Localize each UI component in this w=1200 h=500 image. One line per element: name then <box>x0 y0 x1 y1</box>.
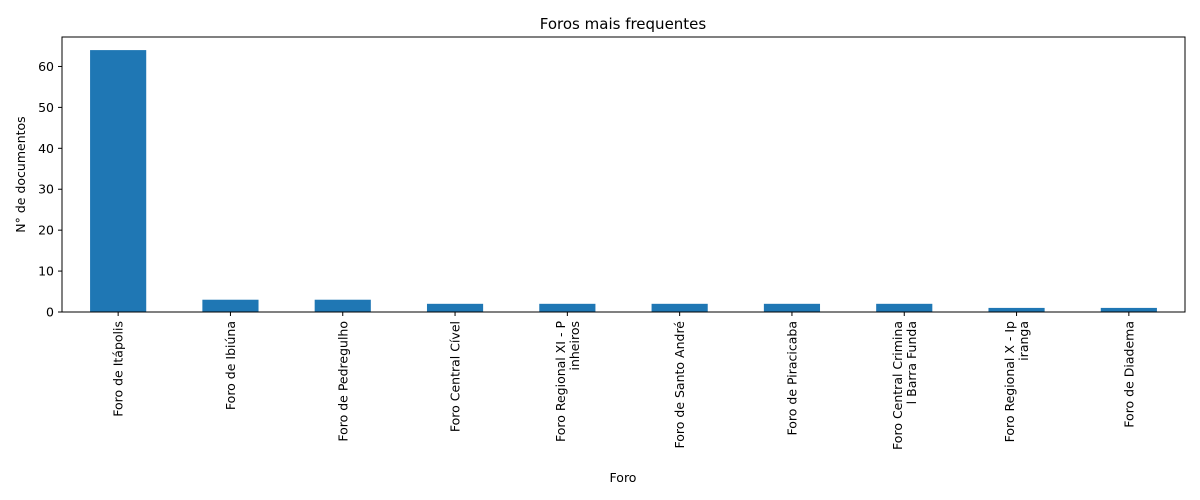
bar <box>202 299 259 312</box>
x-tick-label-group: Foro Central Cível <box>448 321 463 432</box>
chart-title: Foros mais frequentes <box>540 15 707 33</box>
bar <box>876 303 933 312</box>
x-tick-label: l Barra Funda <box>904 321 919 404</box>
x-tick-label: Foro Regional XI - P <box>553 321 568 442</box>
x-tick-label: Foro de Piracicaba <box>784 321 799 435</box>
x-tick-label: Foro de Santo André <box>672 321 687 449</box>
x-tick-label: Foro de Itápolis <box>111 321 126 417</box>
x-tick-label-group: Foro de Pedregulho <box>335 321 350 442</box>
bar <box>651 303 708 312</box>
y-tick-label: 30 <box>38 182 54 197</box>
bar <box>90 50 147 312</box>
bar <box>988 307 1045 312</box>
x-tick-label: Foro de Diadema <box>1121 321 1136 428</box>
y-tick-label: 20 <box>38 223 54 238</box>
bar <box>314 299 371 312</box>
y-axis: 0 10 20 30 40 50 60 <box>38 59 62 320</box>
y-tick-label: 60 <box>38 59 54 74</box>
x-tick-label-group: Foro de Piracicaba <box>784 321 799 435</box>
x-tick-label: inheiros <box>567 321 582 371</box>
x-tick-label-group: Foro de Itápolis <box>111 321 126 417</box>
x-tick-label-group: Foro Central Crimina l Barra Funda <box>890 321 919 450</box>
bar <box>426 303 484 312</box>
bar <box>1100 307 1157 312</box>
x-tick-label: Foro Regional X - Ip <box>1002 321 1017 442</box>
x-tick-label-group: Foro de Diadema <box>1121 321 1136 428</box>
y-tick-label: 40 <box>38 141 54 156</box>
x-axis-label: Foro <box>610 470 637 485</box>
x-tick-label-group: Foro de Santo André <box>672 321 687 449</box>
x-axis: Foro de Itápolis Foro de Ibiúna Foro de Pe… <box>111 312 1136 450</box>
plot-frame <box>61 36 1186 313</box>
x-tick-label-group: Foro de Ibiúna <box>223 321 238 410</box>
y-tick-label: 10 <box>38 264 54 279</box>
bars-group <box>90 50 1157 312</box>
x-tick-label: Foro Central Cível <box>448 321 463 432</box>
x-tick-label: Foro de Pedregulho <box>335 321 350 442</box>
x-tick-label: Foro de Ibiúna <box>223 321 238 410</box>
x-tick-label: iranga <box>1016 321 1031 361</box>
y-tick-label: 50 <box>38 100 54 115</box>
bar <box>539 303 596 312</box>
x-tick-label: Foro Central Crimina <box>890 321 905 450</box>
bar <box>763 303 821 312</box>
y-tick-label: 0 <box>46 305 54 320</box>
y-axis-label: N° de documentos <box>13 116 28 232</box>
x-tick-label-group: Foro Regional X - Ip iranga <box>1002 321 1031 442</box>
